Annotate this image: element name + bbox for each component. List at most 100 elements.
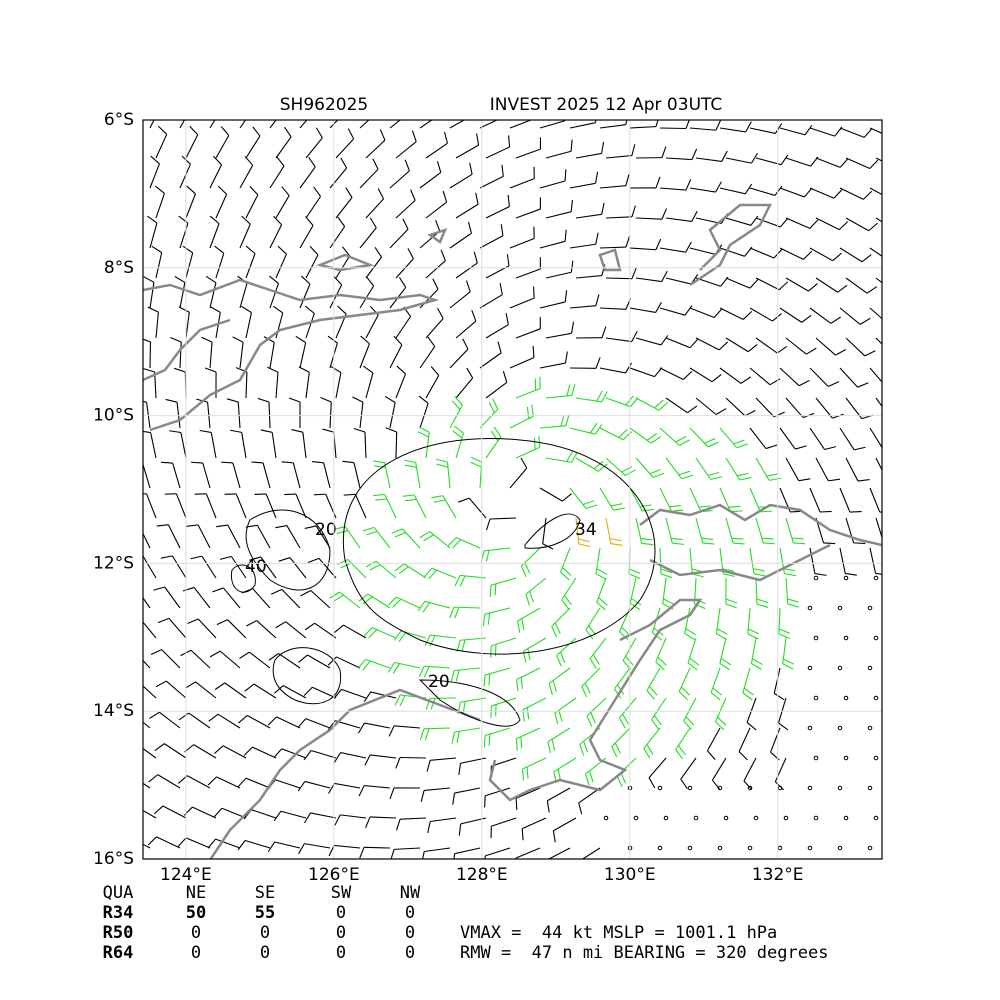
barb-flag bbox=[685, 716, 695, 726]
barb-staff bbox=[809, 367, 829, 387]
barb-flag bbox=[791, 537, 804, 540]
barb-flag bbox=[333, 752, 342, 763]
barb-staff bbox=[575, 274, 602, 279]
barb-flag bbox=[213, 155, 222, 166]
barb-flag bbox=[190, 555, 203, 560]
barb-staff bbox=[245, 253, 256, 279]
barb-staff bbox=[743, 757, 757, 782]
barb-staff bbox=[875, 217, 882, 223]
barb-flag bbox=[443, 131, 448, 144]
barb-staff bbox=[143, 685, 157, 699]
barb-flag bbox=[646, 744, 654, 755]
barb-flag bbox=[833, 189, 843, 199]
barb-staff bbox=[839, 127, 865, 138]
barb-flag bbox=[461, 639, 466, 652]
barb-staff bbox=[442, 495, 457, 519]
barb-staff bbox=[245, 777, 271, 789]
table-cell: 0 bbox=[336, 903, 346, 923]
table-header: QUA bbox=[103, 883, 134, 903]
barb-flag bbox=[267, 716, 277, 726]
barb-staff bbox=[750, 637, 757, 664]
barb-flag bbox=[749, 279, 759, 289]
barb-flag bbox=[725, 598, 738, 604]
barb-staff bbox=[755, 457, 770, 481]
barb-flag bbox=[731, 537, 744, 540]
calm-marker bbox=[867, 845, 873, 851]
barb-staff bbox=[589, 637, 607, 659]
barb-flag bbox=[824, 446, 837, 451]
barb-staff bbox=[554, 697, 577, 714]
barb-flag bbox=[125, 805, 134, 813]
barb-staff bbox=[239, 282, 248, 309]
barb-flag bbox=[322, 428, 334, 433]
barb-flag bbox=[629, 568, 641, 574]
barb-flag bbox=[654, 367, 663, 378]
barb-flag bbox=[453, 425, 464, 434]
barb-staff bbox=[635, 397, 660, 411]
barb-staff bbox=[687, 637, 697, 663]
barb-staff bbox=[179, 163, 191, 189]
barb-flag bbox=[248, 97, 255, 106]
barb-flag bbox=[392, 598, 402, 608]
barb-flag bbox=[783, 658, 794, 665]
barb-flag bbox=[330, 365, 342, 373]
calm-marker bbox=[873, 695, 879, 701]
barb-staff bbox=[875, 277, 882, 284]
barb-staff bbox=[779, 247, 804, 260]
barb-staff bbox=[809, 427, 826, 450]
barb-flag bbox=[640, 537, 653, 541]
barb-flag bbox=[546, 800, 550, 813]
barb-staff bbox=[719, 367, 742, 384]
barb-staff bbox=[454, 787, 481, 794]
barb-staff bbox=[578, 787, 601, 804]
barb-flag bbox=[793, 542, 806, 545]
barb-flag bbox=[698, 505, 711, 508]
barb-staff bbox=[719, 487, 732, 512]
barb-flag bbox=[830, 316, 841, 324]
barb-flag bbox=[685, 179, 692, 191]
barb-flag bbox=[398, 277, 407, 288]
barb-staff bbox=[446, 462, 451, 489]
barb-flag bbox=[311, 461, 324, 464]
barb-flag bbox=[798, 379, 810, 387]
barb-staff bbox=[161, 649, 181, 669]
barb-staff bbox=[484, 547, 511, 552]
calm-marker bbox=[693, 815, 699, 821]
barb-flag bbox=[689, 657, 700, 666]
barb-flag bbox=[155, 185, 165, 194]
barb-staff bbox=[770, 727, 781, 753]
barb-staff bbox=[695, 337, 720, 351]
barb-staff bbox=[176, 402, 181, 429]
barb-flag bbox=[430, 698, 436, 710]
barb-flag bbox=[187, 618, 199, 625]
barb-staff bbox=[875, 517, 882, 540]
barb-flag bbox=[333, 525, 346, 530]
barb-flag bbox=[835, 349, 847, 356]
barb-flag bbox=[209, 650, 221, 658]
barb-flag bbox=[551, 626, 558, 638]
barb-flag bbox=[257, 397, 270, 403]
barb-flag bbox=[493, 426, 502, 437]
barb-staff bbox=[359, 120, 370, 129]
barb-flag bbox=[374, 247, 382, 258]
barb-flag bbox=[273, 810, 282, 822]
barb-staff bbox=[260, 556, 277, 579]
barb-flag bbox=[579, 744, 585, 756]
barb-staff bbox=[599, 427, 624, 441]
barb-staff bbox=[785, 157, 811, 167]
barb-staff bbox=[253, 683, 277, 699]
barb-flag bbox=[267, 366, 279, 373]
calm-marker bbox=[837, 785, 843, 791]
map-frame bbox=[142, 119, 883, 860]
barb-flag bbox=[336, 530, 349, 535]
barb-flag bbox=[554, 622, 561, 634]
barb-staff bbox=[515, 847, 541, 859]
barb-staff bbox=[197, 524, 211, 549]
barb-staff bbox=[431, 567, 457, 579]
barb-flag bbox=[489, 585, 492, 597]
barb-flag bbox=[454, 607, 460, 619]
barb-staff bbox=[779, 307, 802, 323]
barb-flag bbox=[689, 338, 699, 349]
barb-staff bbox=[249, 651, 271, 669]
barb-flag bbox=[828, 381, 840, 388]
